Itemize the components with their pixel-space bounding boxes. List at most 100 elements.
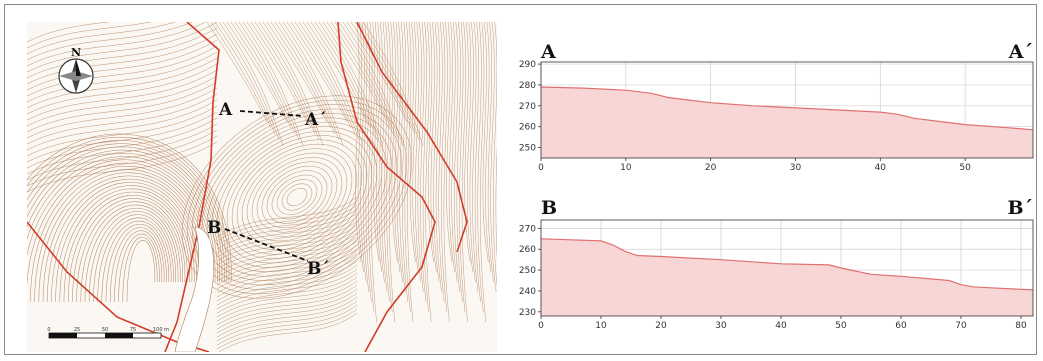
- contour-line: [246, 22, 308, 123]
- section-label-b-prime: B´: [307, 259, 330, 279]
- contour-line: [251, 157, 343, 237]
- contour-line: [27, 133, 232, 283]
- contour-line: [270, 22, 332, 129]
- contour-line: [373, 22, 380, 263]
- contour-line: [216, 232, 358, 274]
- contour-line: [456, 22, 463, 303]
- contour-line: [360, 22, 367, 283]
- contour-line: [454, 22, 461, 293]
- contour-line: [231, 139, 363, 255]
- profile-a-tick-label-x: 40: [875, 163, 887, 173]
- contour-line: [404, 22, 411, 313]
- contour-line: [472, 22, 479, 293]
- profile-a-tick-label-x: 50: [959, 163, 971, 173]
- contour-line: [250, 22, 312, 129]
- contour-line: [216, 276, 358, 318]
- contour-line: [464, 22, 471, 263]
- profile-b-tick-label-y: 230: [519, 308, 536, 318]
- contour-line: [409, 22, 416, 263]
- contour-line: [27, 45, 218, 97]
- contour-line: [396, 22, 403, 283]
- scale-bar-segment-3: [105, 333, 133, 338]
- contour-line: [402, 22, 409, 303]
- contour-line: [446, 22, 453, 263]
- contour-line: [234, 22, 296, 135]
- contour-line: [412, 22, 419, 273]
- contour-line: [216, 252, 358, 294]
- contour-line: [258, 22, 320, 141]
- contour-line: [370, 22, 377, 323]
- contour-line: [443, 22, 450, 323]
- contour-line: [338, 22, 400, 141]
- contour-line: [490, 22, 497, 293]
- contour-line: [391, 22, 398, 263]
- contour-line: [46, 179, 200, 303]
- contour-line: [236, 143, 358, 251]
- contour-line: [222, 22, 284, 147]
- contour-line: [27, 69, 218, 121]
- contour-line: [114, 230, 163, 303]
- contour-line: [482, 22, 489, 263]
- contour-line: [122, 237, 158, 303]
- contour-line: [27, 117, 218, 169]
- contour-line: [216, 272, 358, 314]
- profile-a-profile-line: [540, 86, 1034, 131]
- contour-line: [451, 22, 458, 283]
- contour-line: [126, 240, 156, 303]
- contour-line: [216, 296, 358, 338]
- north-arrow: N: [58, 46, 94, 94]
- contour-line: [461, 22, 468, 323]
- contour-line: [118, 233, 160, 303]
- contour-line: [109, 227, 165, 303]
- boundary-line-east: [356, 22, 468, 253]
- contour-line: [230, 22, 292, 129]
- contour-line: [246, 152, 348, 242]
- contour-line: [389, 22, 396, 323]
- contour-line: [256, 161, 338, 233]
- contour-line: [216, 220, 358, 262]
- contour-line: [27, 63, 218, 115]
- contour-line: [386, 22, 393, 313]
- contour-line: [27, 105, 218, 157]
- contour-line: [67, 195, 188, 303]
- contour-line: [27, 27, 218, 79]
- profile-a-plot: 0 10 20 30 40 50 250 260 270 280 290: [519, 60, 1034, 173]
- contour-line: [381, 22, 388, 293]
- contour-line: [27, 33, 218, 85]
- elevation-profiles: A A´ 0 10 20 30 40 50 250 260 270 280 290 B B´ 0 10…: [505, 36, 1035, 354]
- contour-line: [27, 22, 218, 73]
- scale-label-75: 75: [130, 327, 136, 333]
- contour-line: [276, 179, 318, 215]
- contour-line: [459, 22, 466, 313]
- contour-line: [485, 22, 492, 273]
- contour-line: [51, 182, 197, 303]
- contour-line: [216, 292, 358, 334]
- contour-line: [221, 130, 373, 264]
- profile-a-end-label: A´: [1008, 41, 1033, 63]
- contour-line: [216, 308, 358, 350]
- profile-b-tick-label-x: 10: [595, 321, 607, 331]
- contour-line: [27, 81, 218, 133]
- contour-line: [438, 22, 445, 303]
- contour-line: [266, 22, 328, 123]
- contour-line: [286, 187, 308, 207]
- contour-line: [216, 244, 358, 286]
- contour-line: [27, 57, 218, 109]
- contour-line: [365, 22, 372, 303]
- contour-line: [346, 22, 408, 123]
- section-label-b: B: [207, 218, 221, 238]
- contour-line: [42, 175, 202, 303]
- profile-a-tick-label-y: 270: [519, 102, 536, 112]
- contour-line: [27, 22, 110, 43]
- contour-line: [355, 22, 362, 263]
- boundary-line-middle: [337, 22, 436, 352]
- contour-line: [27, 129, 218, 181]
- profile-a-plot-border: [540, 61, 1034, 159]
- contour-line: [383, 22, 390, 303]
- contour-line: [206, 22, 268, 123]
- contour-line: [262, 22, 324, 147]
- contour-line: [420, 22, 427, 303]
- contour-line: [430, 22, 437, 273]
- scale-bar-segment-1: [49, 333, 77, 338]
- contour-line: [27, 135, 218, 187]
